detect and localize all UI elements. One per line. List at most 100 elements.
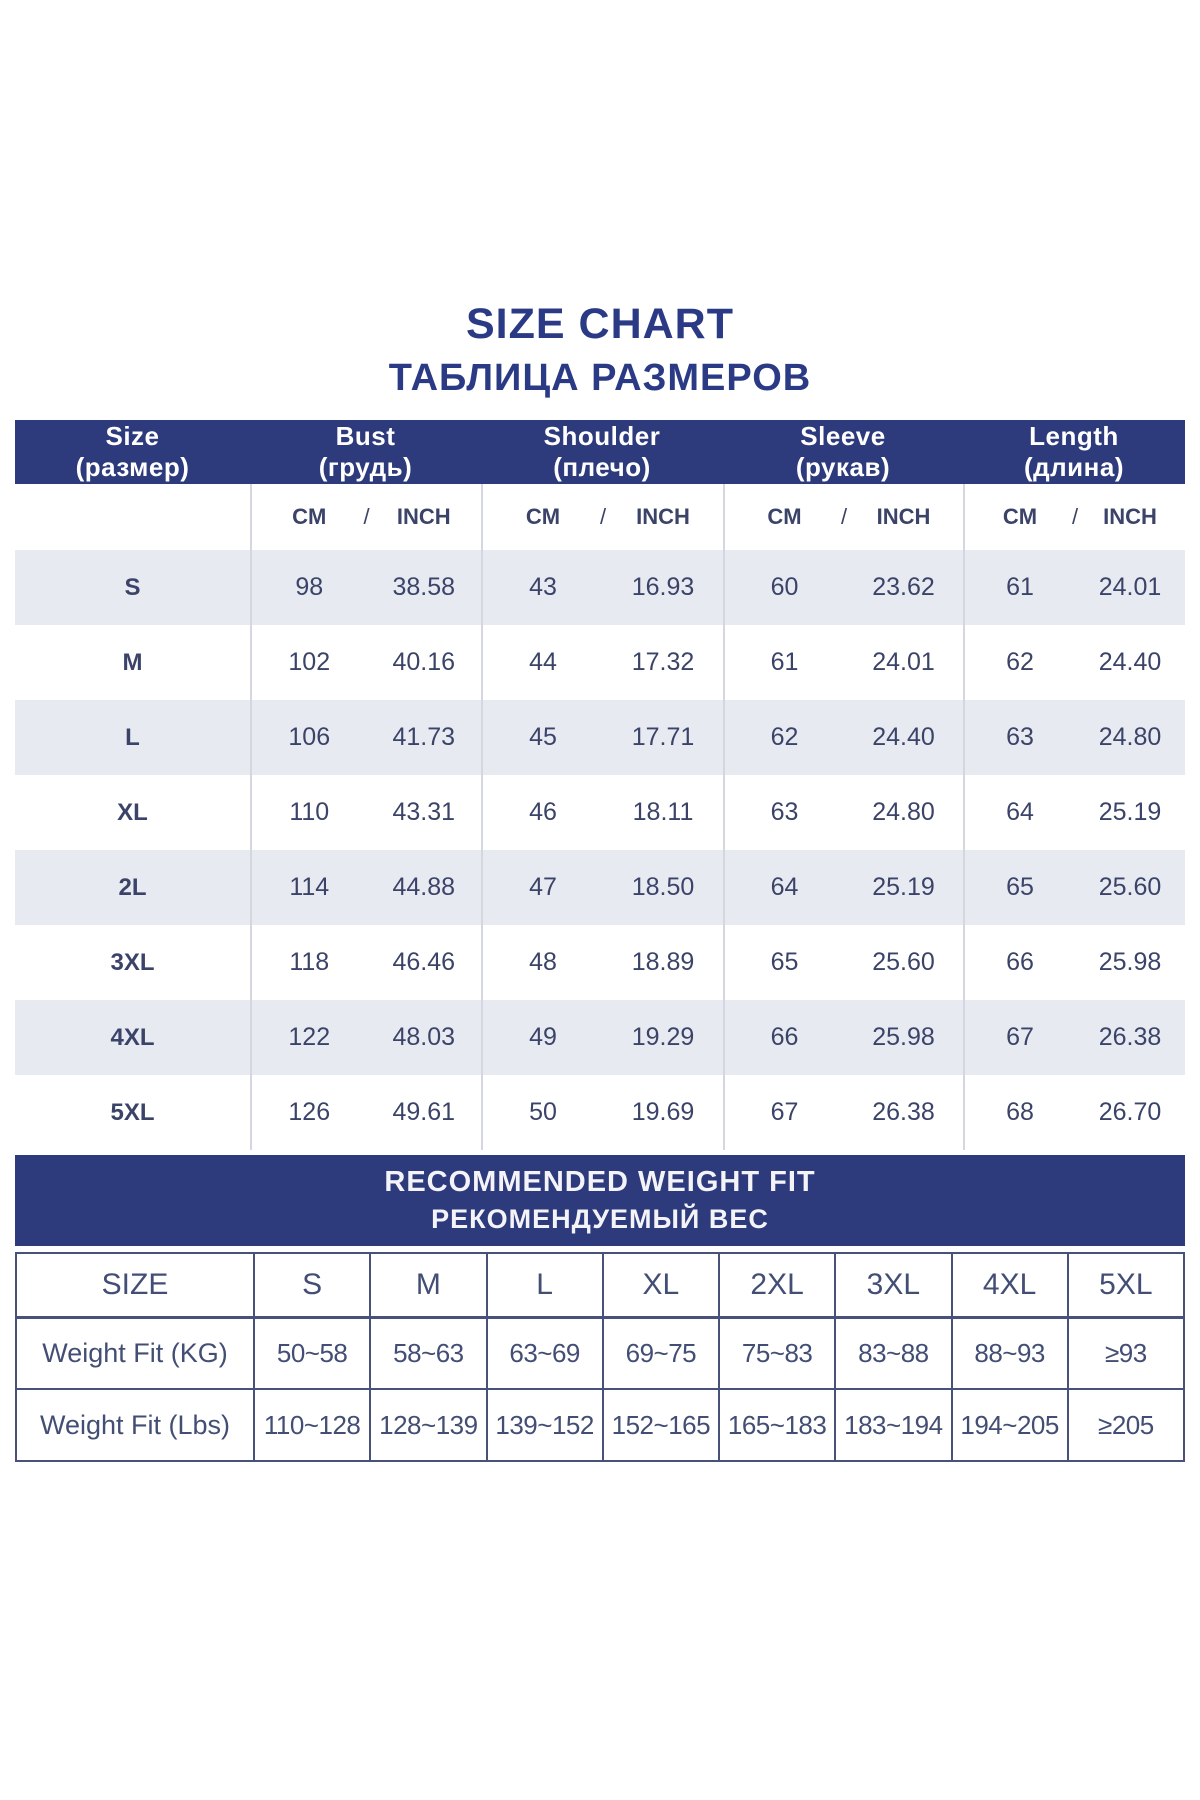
measure-cell-bust: 110 43.31	[250, 775, 481, 850]
header-label-en: Length	[1029, 421, 1119, 452]
value-inch: 48.03	[392, 1023, 456, 1051]
value-cm: 67	[770, 1098, 799, 1126]
value-cm: 102	[288, 648, 331, 676]
value-cm: 60	[770, 573, 799, 601]
measure-cell-shoulder: 50 19.69	[481, 1075, 723, 1150]
measure-cell-shoulder: 46 18.11	[481, 775, 723, 850]
value-cm: 44	[529, 648, 557, 676]
weight-value: 83~88	[834, 1316, 951, 1388]
measure-cell-length: 68 26.70	[963, 1075, 1185, 1150]
header-label-en: Sleeve	[800, 421, 886, 452]
value-cm: 110	[289, 798, 330, 826]
measure-cell-sleeve: 61 24.01	[723, 625, 963, 700]
unit-cell: CM INCH /	[963, 484, 1185, 550]
unit-cell: CM INCH /	[481, 484, 723, 550]
unit-inch-label: INCH	[636, 504, 690, 529]
measure-cell-sleeve: 62 24.40	[723, 700, 963, 775]
value-inch: 44.88	[392, 873, 456, 901]
value-inch: 24.40	[872, 723, 935, 751]
measure-cell-bust: 118 46.46	[250, 925, 481, 1000]
header-label-ru: (размер)	[75, 452, 190, 482]
measure-cell-length: 63 24.80	[963, 700, 1185, 775]
header-cell-sleeve: Sleeve (рукав)	[723, 421, 963, 482]
weight-value: 139~152	[485, 1388, 602, 1460]
weight-row-label: Weight Fit (Lbs)	[17, 1388, 253, 1460]
unit-cell-empty	[15, 484, 250, 550]
measure-cell-bust: 122 48.03	[250, 1000, 481, 1075]
measure-cell-sleeve: 65 25.60	[723, 925, 963, 1000]
size-label: 5XL	[110, 1098, 155, 1126]
value-inch: 17.32	[631, 648, 695, 676]
measure-cell-length: 64 25.19	[963, 775, 1185, 850]
unit-row: CM INCH / CM INCH / CM INCH / CM INCH /	[15, 484, 1185, 550]
weight-header-3xl: 3XL	[834, 1254, 950, 1316]
weight-value: 88~93	[950, 1316, 1067, 1388]
unit-cm-label: CM	[767, 504, 802, 529]
value-cm: 61	[1006, 573, 1034, 601]
value-inch: 25.19	[872, 873, 935, 901]
value-inch: 41.73	[392, 723, 456, 751]
weight-header-l: L	[485, 1254, 602, 1316]
value-cm: 62	[1006, 648, 1034, 676]
value-inch: 40.16	[392, 648, 456, 676]
measure-cell-bust: 106 41.73	[250, 700, 481, 775]
weight-value: 63~69	[485, 1316, 602, 1388]
weight-banner-title-en: RECOMMENDED WEIGHT FIT	[384, 1166, 816, 1198]
value-inch: 24.40	[1098, 648, 1162, 676]
weight-value: 165~183	[718, 1388, 835, 1460]
unit-cm-label: CM	[1002, 504, 1038, 529]
weight-row-label: Weight Fit (KG)	[17, 1316, 253, 1388]
measure-cell-sleeve: 64 25.19	[723, 850, 963, 925]
value-inch: 49.61	[392, 1098, 456, 1126]
size-row-xl: XL 110 43.31 46 18.11 63 24.80 64 25.19	[15, 775, 1185, 850]
size-table-body: S 98 38.58 43 16.93 60 23.62 61 24.01 M 102 40.16 44…	[15, 550, 1185, 1150]
measure-cell-length: 61 24.01	[963, 550, 1185, 625]
weight-value: 58~63	[369, 1316, 486, 1388]
value-inch: 26.38	[1098, 1023, 1162, 1051]
unit-separator: /	[599, 504, 607, 529]
header-label-en: Shoulder	[543, 421, 661, 452]
weight-value: 69~75	[601, 1316, 718, 1388]
value-inch: 26.70	[1098, 1098, 1162, 1126]
unit-cell: CM INCH /	[723, 484, 963, 550]
value-inch: 38.58	[392, 573, 456, 601]
value-cm: 64	[1006, 798, 1034, 826]
weight-value: 183~194	[834, 1388, 951, 1460]
value-inch: 46.46	[392, 948, 456, 976]
measure-cell-bust: 98 38.58	[250, 550, 481, 625]
unit-inch-label: INCH	[876, 504, 931, 529]
measure-cell-bust: 114 44.88	[250, 850, 481, 925]
value-cm: 49	[529, 1023, 557, 1051]
unit-cell: CM INCH /	[250, 484, 481, 550]
size-label: 3XL	[110, 948, 155, 976]
header-cell-bust: Bust (грудь)	[250, 421, 481, 482]
header-label-ru: (длина)	[1024, 452, 1124, 482]
measure-cell-shoulder: 43 16.93	[481, 550, 723, 625]
size-row-s: S 98 38.58 43 16.93 60 23.62 61 24.01	[15, 550, 1185, 625]
weight-value: 152~165	[601, 1388, 718, 1460]
header-label-en: Bust	[335, 421, 396, 452]
value-inch: 25.60	[1098, 873, 1162, 901]
header-label-en: Size	[105, 421, 160, 452]
value-inch: 18.11	[632, 798, 694, 826]
measure-cell-shoulder: 49 19.29	[481, 1000, 723, 1075]
value-cm: 46	[529, 798, 557, 826]
header-cell-length: Length (длина)	[963, 421, 1185, 482]
weight-value: 75~83	[718, 1316, 835, 1388]
value-inch: 19.69	[631, 1098, 695, 1126]
measure-cell-shoulder: 48 18.89	[481, 925, 723, 1000]
measure-cell-sleeve: 63 24.80	[723, 775, 963, 850]
weight-header-s: S	[253, 1254, 369, 1316]
size-table-header: Size (размер) Bust (грудь) Shoulder (плечо) Sl…	[15, 420, 1185, 484]
value-cm: 62	[770, 723, 799, 751]
value-cm: 61	[770, 648, 799, 676]
weight-banner-title-ru: РЕКОМЕНДУЕМЫЙ ВЕС	[431, 1204, 769, 1234]
size-label: 2L	[118, 873, 147, 901]
measure-cell-shoulder: 45 17.71	[481, 700, 723, 775]
weight-table: SIZE S M L XL 2XL 3XL 4XL 5XL Weight Fit (KG) 50~5…	[15, 1252, 1185, 1462]
measure-cell-length: 66 25.98	[963, 925, 1185, 1000]
header-label-ru: (рукав)	[795, 452, 891, 482]
size-label: M	[122, 648, 143, 676]
value-cm: 45	[529, 723, 557, 751]
